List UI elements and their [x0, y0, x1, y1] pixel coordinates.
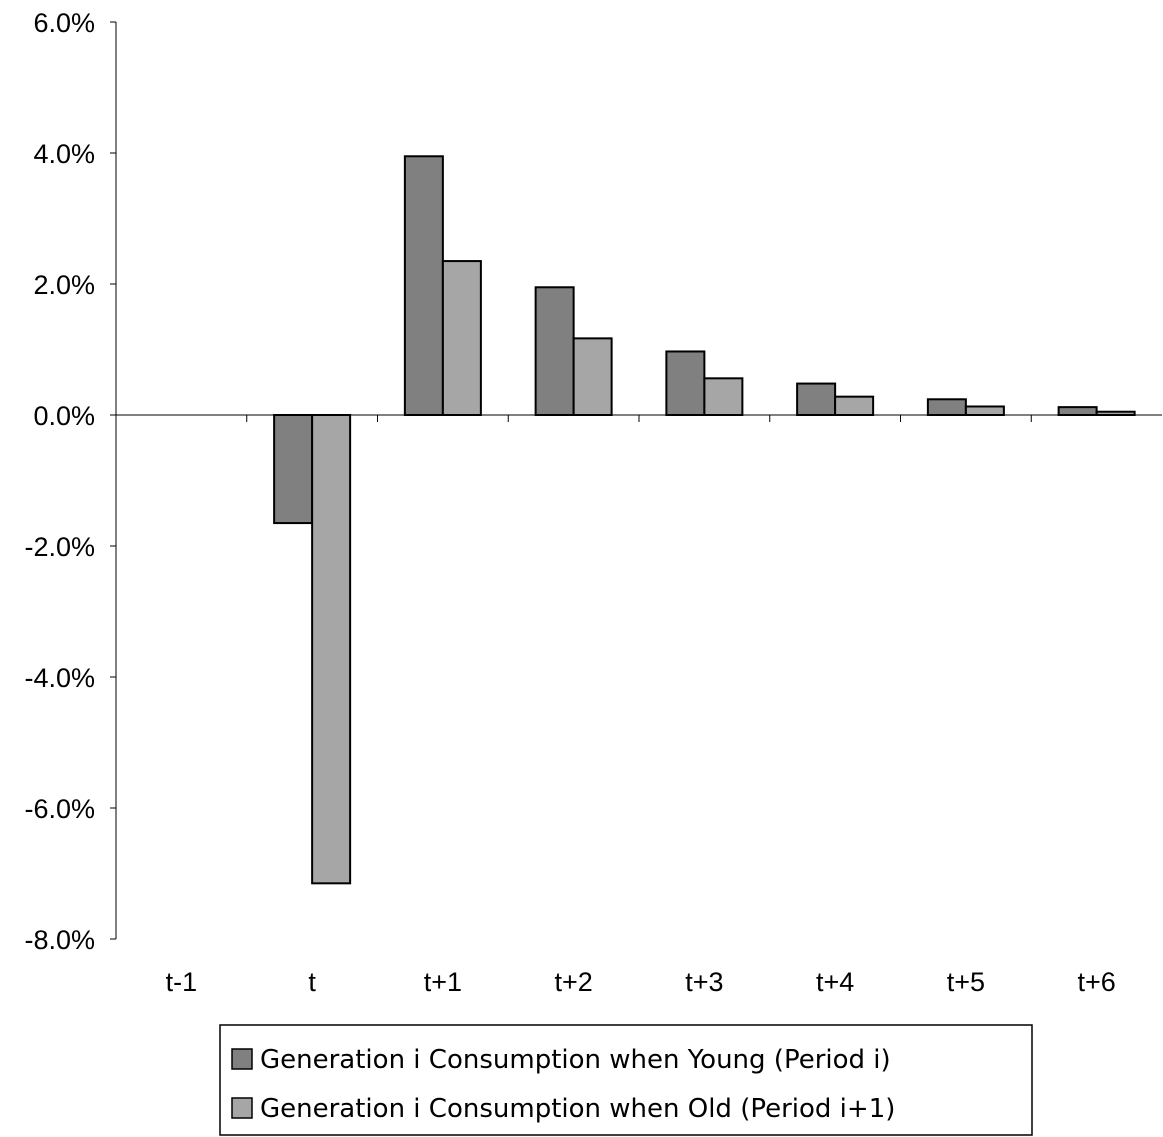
y-tick-label: -2.0% [24, 532, 95, 562]
legend-swatch-young [231, 1048, 253, 1070]
y-axis: 6.0% 4.0% 2.0% 0.0% -2.0% -4.0% -6.0% -8.0% [24, 8, 117, 955]
legend-label-young: Generation i Consumption when Young (Per… [260, 1045, 891, 1075]
legend-box [219, 1024, 1033, 1136]
x-axis: t-1 t t+1 t+2 t+3 t+4 t+5 t+6 [116, 414, 1162, 997]
legend: Generation i Consumption when Young (Per… [219, 1024, 1033, 1136]
y-tick-label: -6.0% [24, 794, 95, 824]
bar-young-t+4 [796, 382, 837, 416]
legend-swatch-old [231, 1097, 253, 1119]
y-tick-label: 6.0% [33, 8, 95, 38]
x-tick-label: t-1 [166, 967, 198, 997]
bar-young-t+1 [403, 155, 444, 416]
x-tick-label: t+4 [816, 967, 854, 997]
y-tick-label: 0.0% [33, 401, 95, 431]
y-tick-label: 2.0% [33, 270, 95, 300]
bar-young-t+3 [665, 350, 706, 416]
bar-old-t+3 [703, 377, 744, 417]
legend-label-old: Generation i Consumption when Old (Perio… [260, 1094, 895, 1124]
x-tick-label: t+5 [947, 967, 985, 997]
x-tick-label: t+1 [424, 967, 462, 997]
bar-old-t+2 [572, 337, 613, 416]
bar-young-t+2 [534, 286, 575, 416]
bar-old-t+4 [834, 395, 875, 417]
x-tick-label: t [308, 967, 316, 997]
bar-young-t+5 [926, 398, 967, 416]
bar-young-t+6 [1057, 406, 1098, 417]
y-tick-label: -8.0% [24, 925, 95, 955]
bars [273, 155, 1136, 885]
bar-old-t+1 [441, 260, 482, 417]
y-tick-label: -4.0% [24, 663, 95, 693]
bar-old-t [311, 414, 352, 885]
bar-old-t+5 [964, 405, 1005, 416]
x-tick-label: t+3 [685, 967, 723, 997]
x-tick-label: t+6 [1077, 967, 1115, 997]
bar-young-t [273, 414, 314, 525]
x-tick-label: t+2 [554, 967, 592, 997]
y-tick-label: 4.0% [33, 139, 95, 169]
